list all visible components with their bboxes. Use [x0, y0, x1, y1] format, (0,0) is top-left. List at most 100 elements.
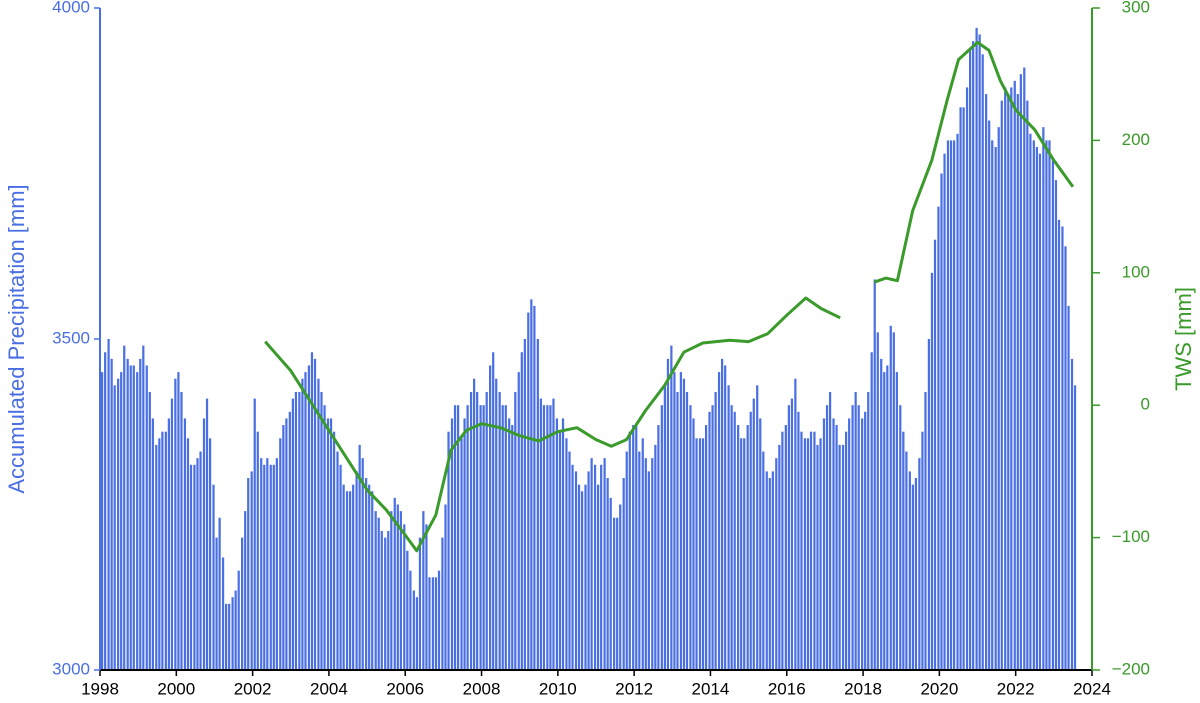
- bar: [110, 358, 113, 670]
- bar: [889, 325, 892, 670]
- bar: [975, 27, 978, 671]
- bar: [768, 478, 771, 670]
- bar: [978, 34, 981, 671]
- y-tick-label: 3000: [52, 659, 90, 678]
- bar: [428, 577, 431, 670]
- x-tick-label: 2004: [310, 679, 348, 698]
- bar: [654, 444, 657, 670]
- bar: [867, 391, 870, 670]
- bar: [422, 511, 425, 670]
- bar: [797, 411, 800, 670]
- bar: [790, 398, 794, 670]
- bar: [399, 511, 402, 670]
- bar: [771, 471, 774, 670]
- y-axis-label: Accumulated Precipitation [mm]: [4, 184, 29, 493]
- bar: [288, 411, 291, 670]
- bar: [911, 484, 914, 670]
- bar: [466, 405, 469, 670]
- bar: [365, 478, 368, 670]
- bar: [670, 345, 673, 670]
- bar: [997, 127, 1000, 670]
- bar: [841, 444, 845, 670]
- bar: [692, 418, 695, 670]
- bar: [590, 458, 593, 670]
- bar: [918, 458, 921, 670]
- bar: [580, 491, 584, 670]
- bar: [1026, 100, 1029, 671]
- bar: [345, 491, 349, 670]
- bar: [803, 438, 807, 670]
- bar: [313, 358, 317, 670]
- bar: [282, 425, 285, 670]
- bar: [638, 451, 641, 670]
- bar: [625, 451, 628, 670]
- bar: [123, 345, 126, 670]
- bar: [752, 398, 755, 670]
- bar: [561, 418, 565, 670]
- bar: [425, 524, 428, 670]
- bar: [756, 385, 759, 670]
- bar: [126, 358, 129, 670]
- bar: [221, 557, 225, 670]
- bar: [558, 431, 562, 670]
- bar: [1070, 358, 1074, 670]
- bar: [711, 405, 714, 670]
- bar: [120, 372, 123, 670]
- bar: [244, 511, 247, 670]
- bar: [765, 471, 768, 670]
- bar: [441, 537, 444, 670]
- bar: [759, 418, 762, 670]
- bar: [628, 431, 631, 670]
- bar: [228, 603, 231, 670]
- bar: [632, 425, 635, 670]
- bar: [622, 478, 625, 670]
- bar: [927, 339, 931, 670]
- bar: [685, 391, 689, 670]
- bar: [501, 405, 504, 670]
- bar: [104, 352, 107, 670]
- bar: [651, 458, 654, 670]
- bar: [117, 378, 120, 670]
- bar: [647, 471, 650, 670]
- bar: [949, 140, 953, 670]
- bar: [899, 405, 902, 670]
- bar: [377, 517, 380, 670]
- bar: [473, 378, 476, 670]
- bar: [593, 464, 597, 670]
- bar: [482, 405, 485, 670]
- bar: [231, 597, 234, 670]
- y2-tick-label: 300: [1122, 0, 1150, 16]
- bar: [291, 398, 294, 670]
- bar: [186, 438, 190, 670]
- bar: [733, 411, 736, 670]
- bar: [730, 405, 733, 670]
- bar: [549, 405, 552, 670]
- bar: [1007, 94, 1010, 670]
- bar: [437, 570, 441, 670]
- bar: [698, 438, 702, 670]
- bar: [523, 339, 526, 670]
- bar: [511, 425, 514, 670]
- bar: [644, 458, 647, 670]
- bar: [962, 107, 965, 671]
- bar: [1057, 219, 1061, 670]
- x-tick-label: 1998: [81, 679, 119, 698]
- bar: [463, 418, 466, 670]
- bar: [199, 451, 202, 670]
- bar: [294, 391, 298, 670]
- bar: [167, 418, 170, 670]
- bar: [717, 372, 721, 670]
- x-tick-label: 2012: [615, 679, 653, 698]
- bar: [536, 339, 539, 670]
- bar: [469, 391, 473, 670]
- bar: [676, 391, 679, 670]
- bar: [374, 511, 377, 670]
- bar: [307, 365, 311, 670]
- bar: [349, 491, 352, 670]
- bar: [298, 391, 301, 670]
- bar: [145, 365, 148, 670]
- bar: [456, 405, 460, 670]
- bar: [403, 524, 406, 670]
- bar: [489, 365, 492, 670]
- bar: [390, 511, 393, 670]
